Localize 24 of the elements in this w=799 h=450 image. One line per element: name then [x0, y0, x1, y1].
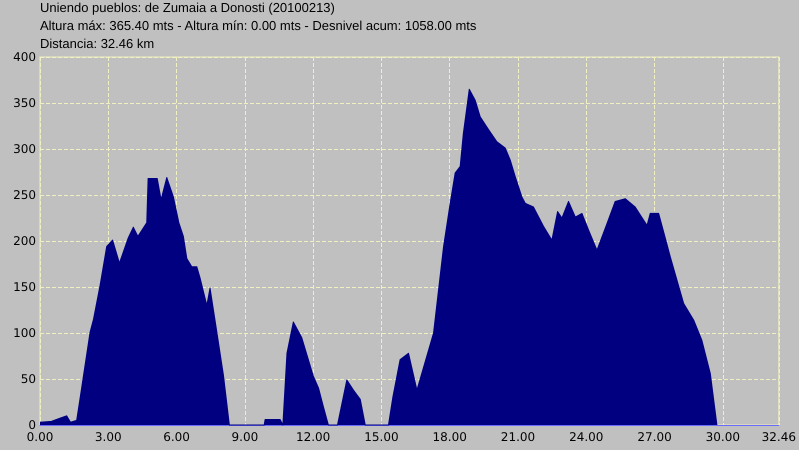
- y-tick-label: 50: [20, 372, 36, 386]
- chart-title: Uniendo pueblos: de Zumaia a Donosti (20100213): [40, 0, 335, 15]
- x-tick-label: 12.00: [296, 430, 330, 444]
- chart-subtitle: Altura máx: 365.40 mts - Altura mín: 0.00 mts - Desnivel acum: 1058.00 mts: [40, 18, 477, 33]
- text: Distancia: 32.46 km: [40, 36, 154, 51]
- y-tick-label: 350: [13, 96, 36, 110]
- x-tick-label: 0.00: [26, 430, 54, 444]
- y-tick-label: 150: [13, 280, 36, 294]
- x-tick-label: 15.00: [364, 430, 399, 444]
- x-tick-label: 18.00: [432, 430, 467, 444]
- y-tick-label: 300: [13, 142, 36, 156]
- x-tick-label: 30.00: [706, 430, 740, 444]
- y-tick-label: 250: [13, 188, 36, 202]
- y-tick-label: 0: [28, 418, 36, 432]
- x-tick-label: 6.00: [163, 430, 190, 444]
- x-tick-label: 27.00: [637, 430, 672, 444]
- x-tick-label: 3.00: [94, 430, 122, 444]
- x-tick-label: 21.00: [500, 430, 536, 444]
- x-tick-label: 32.46: [762, 430, 796, 444]
- x-tick-label: 24.00: [569, 430, 604, 444]
- y-tick-label: 200: [13, 234, 36, 248]
- x-tick-label: 9.00: [231, 430, 258, 444]
- y-tick-label: 400: [13, 50, 36, 64]
- y-tick-label: 100: [13, 326, 36, 340]
